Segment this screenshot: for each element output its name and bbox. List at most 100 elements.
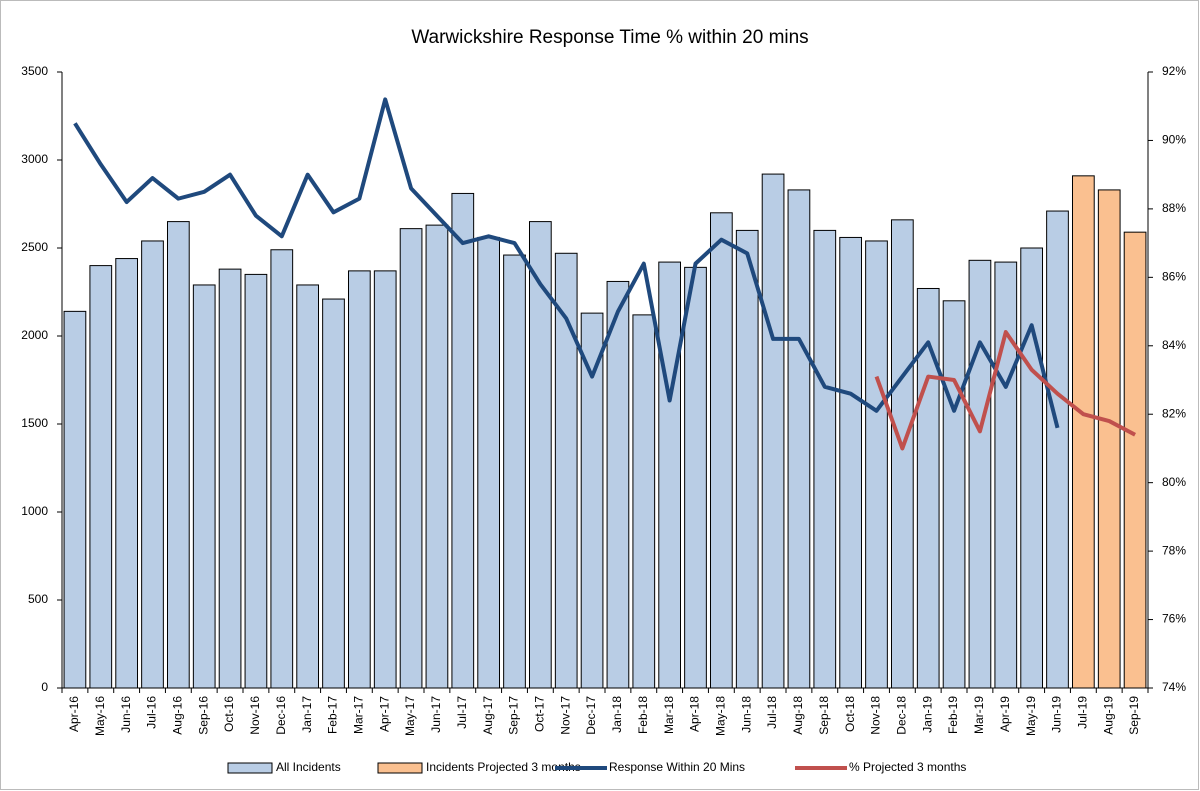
legend-swatch [377, 762, 423, 774]
bar [218, 268, 242, 689]
bar [658, 261, 682, 689]
y2-tick-label: 74% [1162, 680, 1186, 694]
x-tick-label: Apr-16 [67, 696, 81, 732]
bar [709, 212, 733, 689]
bar [115, 258, 139, 689]
x-tick-label: Feb-17 [326, 696, 340, 734]
y-tick-label: 0 [41, 680, 48, 694]
x-tick-label: Jul-18 [765, 696, 779, 729]
y2-tick-label: 84% [1162, 338, 1186, 352]
x-tick-label: Jun-17 [429, 696, 443, 733]
x-tick-label: Oct-17 [533, 696, 547, 732]
x-tick-label: Oct-16 [222, 696, 236, 732]
bar [166, 221, 190, 689]
x-tick-label: Aug-19 [1101, 696, 1115, 735]
bar [606, 280, 630, 689]
bar [1020, 247, 1044, 689]
chart-title: Warwickshire Response Time % within 20 m… [411, 27, 808, 48]
bar [270, 249, 294, 689]
bar [684, 266, 707, 689]
y-tick-label: 2000 [21, 328, 48, 342]
x-tick-label: Oct-18 [843, 696, 857, 732]
x-tick-label: Jun-19 [1050, 696, 1064, 733]
bar [1071, 175, 1095, 689]
y2-tick-label: 82% [1162, 406, 1186, 420]
x-tick-label: Mar-17 [352, 696, 366, 734]
bar [63, 310, 87, 689]
bar [632, 314, 656, 689]
bar [942, 300, 966, 689]
legend-swatch [227, 762, 273, 774]
bar [141, 240, 164, 689]
y2-tick-label: 86% [1162, 270, 1186, 284]
y-tick-label: 3000 [21, 152, 48, 166]
x-tick-label: Sep-19 [1127, 696, 1141, 735]
legend-label: All Incidents [276, 760, 341, 774]
bar [425, 224, 449, 689]
x-tick-label: Nov-17 [558, 696, 572, 735]
bar [1123, 231, 1147, 689]
y-tick-label: 2500 [21, 240, 48, 254]
bar [761, 173, 785, 689]
x-tick-label: Aug-18 [791, 696, 805, 735]
bar [1097, 189, 1121, 689]
x-tick-label: May-17 [403, 696, 417, 736]
bar [994, 261, 1018, 689]
y2-tick-label: 90% [1162, 133, 1186, 147]
bar [503, 254, 526, 689]
x-tick-label: May-16 [93, 696, 107, 736]
x-tick-label: Jul-17 [455, 696, 469, 729]
y2-tick-label: 78% [1162, 543, 1186, 557]
x-tick-label: Sep-18 [817, 696, 831, 735]
bar [968, 259, 992, 689]
y2-tick-label: 76% [1162, 612, 1186, 626]
x-tick-label: Apr-19 [998, 696, 1012, 732]
bar [916, 287, 940, 689]
bar [1046, 210, 1069, 689]
x-tick-label: Jun-16 [119, 696, 133, 733]
x-tick-label: Mar-18 [662, 696, 676, 734]
bar [451, 192, 475, 689]
x-tick-label: Jun-18 [739, 696, 753, 733]
x-tick-label: Mar-19 [972, 696, 986, 734]
bar [347, 270, 371, 689]
bar [89, 265, 113, 689]
legend-label: % Projected 3 months [849, 760, 966, 774]
x-tick-label: Nov-18 [869, 696, 883, 735]
x-tick-label: May-19 [1024, 696, 1038, 736]
legend-label: Incidents Projected 3 months [426, 760, 581, 774]
y-tick-label: 1000 [21, 504, 48, 518]
x-tick-label: Sep-17 [507, 696, 521, 735]
x-tick-label: Dec-16 [274, 696, 288, 735]
bar [296, 284, 320, 689]
bar [580, 312, 604, 689]
x-tick-label: Jan-19 [920, 696, 934, 733]
x-tick-label: Jul-19 [1076, 696, 1090, 729]
bar [865, 240, 888, 689]
legend-label: Response Within 20 Mins [609, 760, 745, 774]
y2-tick-label: 80% [1162, 475, 1186, 489]
bar [839, 236, 863, 689]
bar [399, 228, 423, 689]
y-tick-label: 1500 [21, 416, 48, 430]
x-tick-label: Apr-17 [377, 696, 391, 732]
line [874, 330, 1137, 451]
x-tick-label: Jan-17 [300, 696, 314, 733]
x-tick-label: May-18 [714, 696, 728, 736]
bar [322, 298, 345, 689]
x-tick-label: Nov-16 [248, 696, 262, 735]
bar [244, 273, 268, 689]
bar [373, 270, 397, 689]
bar [477, 236, 501, 689]
bar [735, 229, 759, 689]
line [73, 97, 1060, 429]
y-tick-label: 500 [28, 592, 48, 606]
y2-tick-label: 88% [1162, 201, 1186, 215]
y2-tick-label: 92% [1162, 64, 1186, 78]
bar [813, 229, 837, 689]
x-tick-label: Feb-18 [636, 696, 650, 734]
x-tick-label: Apr-18 [688, 696, 702, 732]
x-tick-label: Jul-16 [145, 696, 159, 729]
x-tick-label: Dec-17 [584, 696, 598, 735]
x-tick-label: Feb-19 [946, 696, 960, 734]
